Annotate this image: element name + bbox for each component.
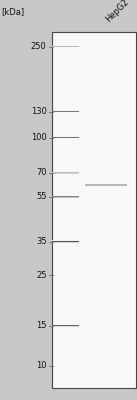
Text: 70: 70 [36, 168, 47, 178]
Text: 35: 35 [36, 237, 47, 246]
Text: 25: 25 [36, 270, 47, 280]
Text: 10: 10 [36, 361, 47, 370]
Text: HepG2: HepG2 [103, 0, 130, 24]
Text: 100: 100 [31, 133, 47, 142]
Bar [52, 32, 136, 388]
Text: 250: 250 [31, 42, 47, 51]
Text: 15: 15 [36, 321, 47, 330]
Text: [kDa]: [kDa] [1, 7, 25, 16]
Text: 130: 130 [31, 107, 47, 116]
Text: 55: 55 [36, 192, 47, 201]
